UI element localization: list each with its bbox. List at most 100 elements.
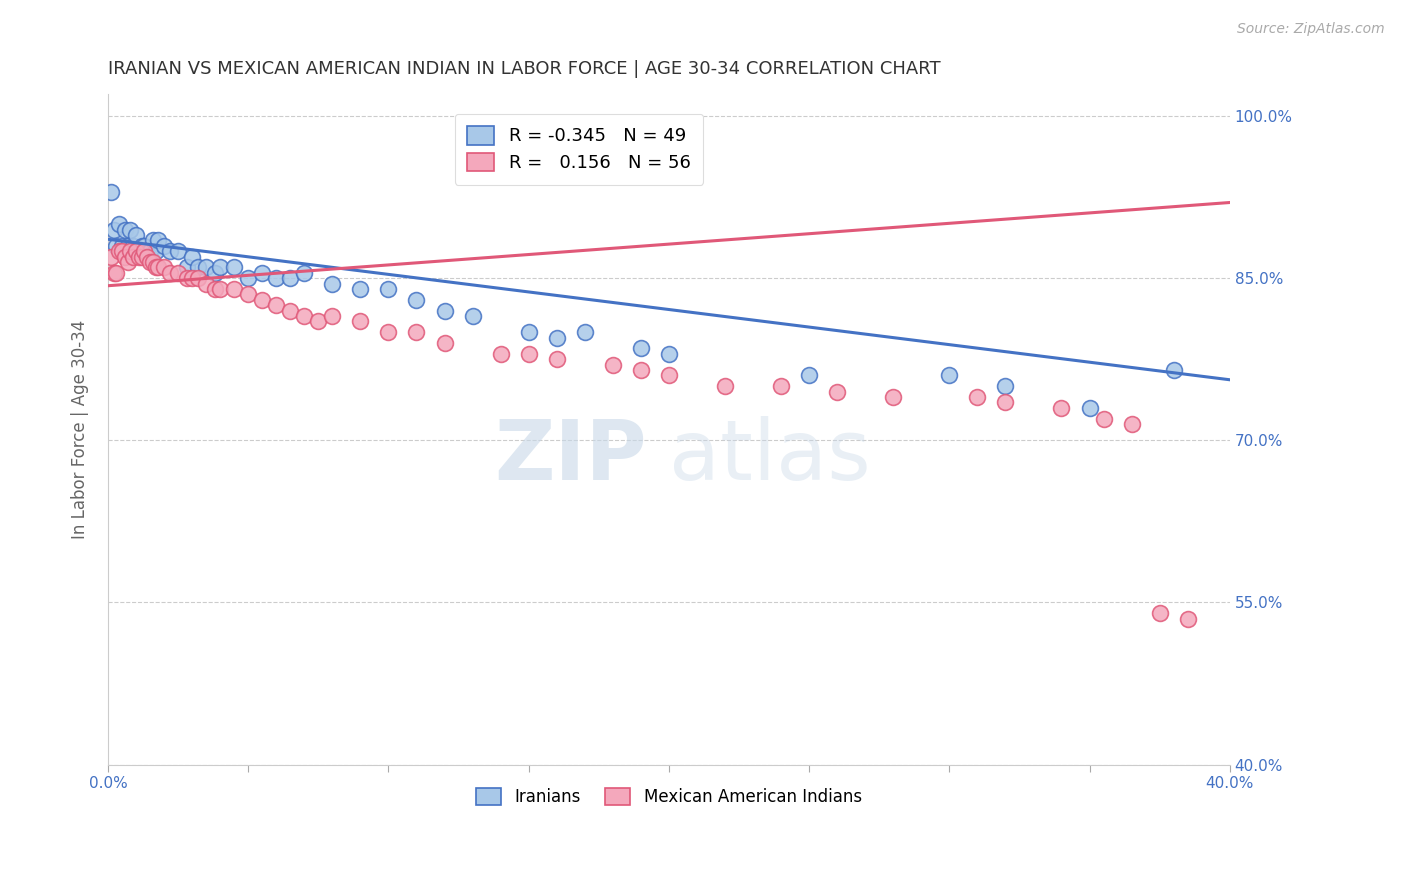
Point xyxy=(882,390,904,404)
Point xyxy=(117,238,139,252)
Point xyxy=(122,238,145,252)
Point xyxy=(122,250,145,264)
Point xyxy=(630,342,652,356)
Point xyxy=(517,325,540,339)
Point xyxy=(224,282,246,296)
Point xyxy=(546,352,568,367)
Point xyxy=(181,271,204,285)
Point xyxy=(1149,606,1171,620)
Text: IRANIAN VS MEXICAN AMERICAN INDIAN IN LABOR FORCE | AGE 30-34 CORRELATION CHART: IRANIAN VS MEXICAN AMERICAN INDIAN IN LA… xyxy=(108,60,941,78)
Y-axis label: In Labor Force | Age 30-34: In Labor Force | Age 30-34 xyxy=(72,320,89,539)
Point xyxy=(321,309,343,323)
Point xyxy=(405,293,427,307)
Point xyxy=(111,244,134,259)
Point xyxy=(1092,411,1115,425)
Point xyxy=(209,282,232,296)
Point xyxy=(714,379,737,393)
Point xyxy=(128,250,150,264)
Point xyxy=(167,244,190,259)
Point xyxy=(1177,612,1199,626)
Point xyxy=(139,244,162,259)
Point xyxy=(630,363,652,377)
Point xyxy=(153,260,176,275)
Point xyxy=(131,238,153,252)
Point xyxy=(159,244,181,259)
Point xyxy=(238,271,260,285)
Point xyxy=(517,347,540,361)
Point xyxy=(204,266,226,280)
Point xyxy=(114,250,136,264)
Point xyxy=(145,260,167,275)
Point xyxy=(938,368,960,383)
Point xyxy=(100,250,122,264)
Point xyxy=(187,271,209,285)
Point xyxy=(145,244,167,259)
Point xyxy=(658,368,681,383)
Point xyxy=(209,260,232,275)
Point xyxy=(105,266,128,280)
Point xyxy=(292,266,315,280)
Point xyxy=(195,277,218,291)
Point xyxy=(159,266,181,280)
Legend: Iranians, Mexican American Indians: Iranians, Mexican American Indians xyxy=(470,781,869,814)
Point xyxy=(224,260,246,275)
Point xyxy=(120,244,142,259)
Point xyxy=(238,287,260,301)
Point xyxy=(176,271,198,285)
Point xyxy=(125,244,148,259)
Point xyxy=(602,358,624,372)
Point xyxy=(136,244,159,259)
Point xyxy=(167,266,190,280)
Point xyxy=(195,260,218,275)
Point xyxy=(292,309,315,323)
Point xyxy=(142,233,165,247)
Point xyxy=(769,379,792,393)
Point xyxy=(134,238,156,252)
Point xyxy=(433,336,456,351)
Point xyxy=(278,303,301,318)
Point xyxy=(278,271,301,285)
Point xyxy=(114,222,136,236)
Point xyxy=(187,260,209,275)
Point xyxy=(142,255,165,269)
Point xyxy=(108,244,131,259)
Point xyxy=(148,260,170,275)
Point xyxy=(134,244,156,259)
Point xyxy=(825,384,848,399)
Point xyxy=(489,347,512,361)
Point xyxy=(574,325,596,339)
Point xyxy=(120,222,142,236)
Point xyxy=(1121,417,1143,431)
Point xyxy=(252,293,274,307)
Point xyxy=(461,309,484,323)
Point xyxy=(117,255,139,269)
Point xyxy=(125,227,148,242)
Point xyxy=(100,185,122,199)
Point xyxy=(105,238,128,252)
Point xyxy=(307,314,329,328)
Point xyxy=(176,260,198,275)
Point xyxy=(321,277,343,291)
Point xyxy=(252,266,274,280)
Point xyxy=(264,298,287,312)
Point xyxy=(377,282,399,296)
Text: ZIP: ZIP xyxy=(494,416,647,497)
Point xyxy=(994,379,1017,393)
Point xyxy=(131,250,153,264)
Point xyxy=(103,266,125,280)
Point xyxy=(111,238,134,252)
Point xyxy=(433,303,456,318)
Point xyxy=(1078,401,1101,415)
Point xyxy=(128,244,150,259)
Point xyxy=(797,368,820,383)
Point xyxy=(658,347,681,361)
Point xyxy=(349,282,371,296)
Point xyxy=(139,255,162,269)
Point xyxy=(405,325,427,339)
Point xyxy=(148,233,170,247)
Point xyxy=(153,238,176,252)
Point xyxy=(994,395,1017,409)
Point xyxy=(966,390,988,404)
Point xyxy=(136,250,159,264)
Point xyxy=(108,217,131,231)
